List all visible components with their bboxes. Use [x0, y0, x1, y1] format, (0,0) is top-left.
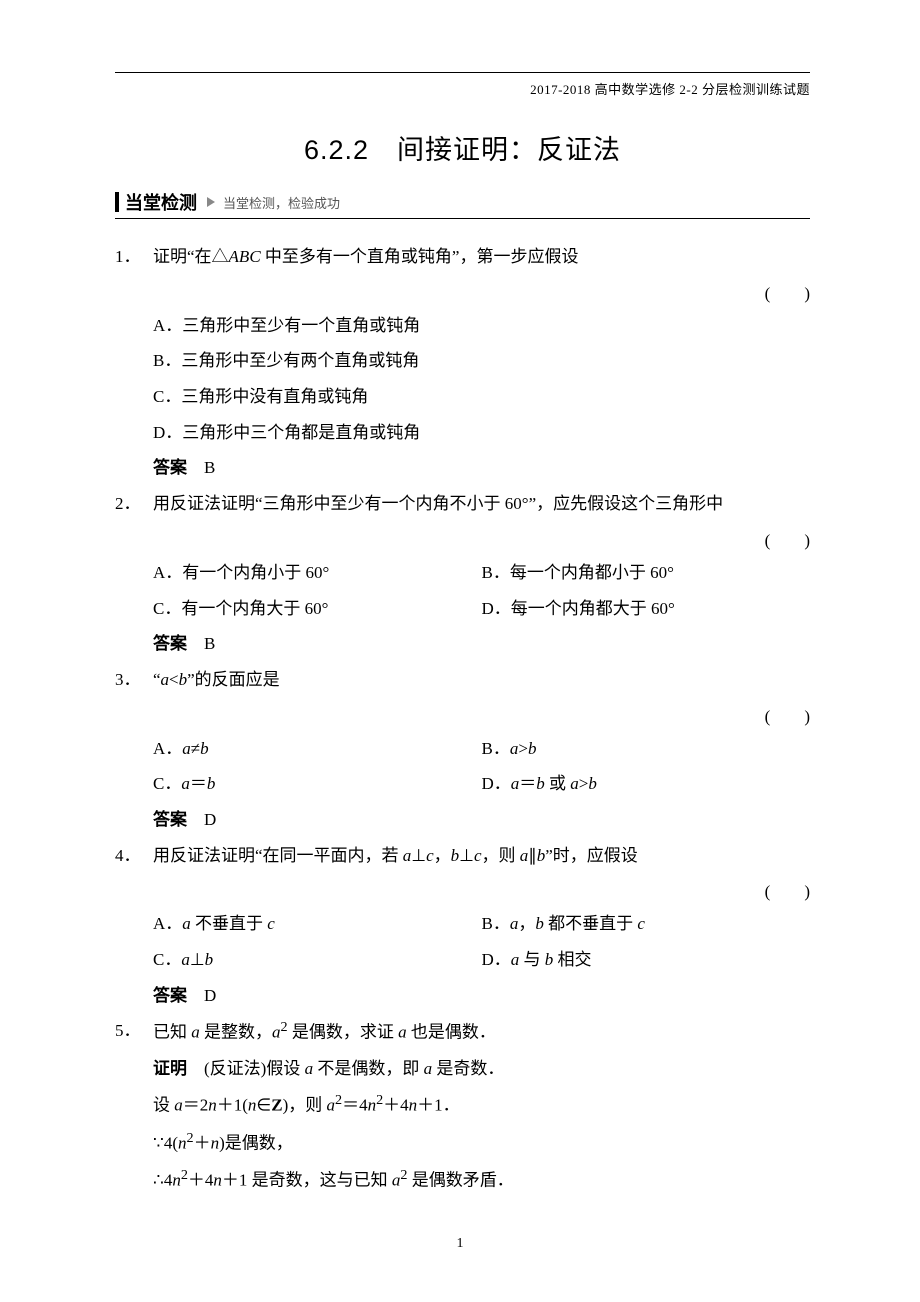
- q4-row2: C．a⊥b D．a 与 b 相交: [115, 942, 810, 978]
- section-title: 当堂检测: [125, 189, 197, 215]
- q5-proof-2: 设 a＝2n＋1(n∈Z)，则 a2＝4n2＋4n＋1．: [115, 1086, 810, 1123]
- question-2: 2． 用反证法证明“三角形中至少有一个内角不小于 60°”，应先假设这个三角形中: [115, 486, 810, 522]
- q5-number: 5．: [115, 1013, 153, 1050]
- q2-optD: D．每一个内角都大于 60°: [482, 591, 811, 627]
- q1-optA: A．三角形中至少有一个直角或钝角: [115, 308, 810, 344]
- page-container: 2017-2018 高中数学选修 2-2 分层检测训练试题 6.2.2 间接证明…: [0, 0, 920, 1238]
- q1-answer: 答案 B: [115, 450, 810, 486]
- q4-text: 用反证法证明“在同一平面内，若 a⊥c，b⊥c，则 a∥b”时，应假设: [153, 838, 810, 874]
- header-rule: [115, 72, 810, 73]
- section-header: 当堂检测 当堂检测，检验成功: [115, 189, 810, 219]
- q1-text: 证明“在△ABC 中至多有一个直角或钝角”，第一步应假设: [153, 239, 810, 275]
- q3-tc: ”的反面应是: [187, 670, 280, 689]
- q2-number: 2．: [115, 486, 153, 522]
- q3-number: 3．: [115, 662, 153, 698]
- page-number: 1: [0, 1236, 920, 1252]
- q2-optC: C．有一个内角大于 60°: [153, 591, 482, 627]
- q4-ans-label: 答案: [153, 986, 187, 1005]
- q3-b: b: [179, 670, 188, 689]
- q2-optA: A．有一个内角小于 60°: [153, 555, 482, 591]
- q5-proof-4: ∴4n2＋4n＋1 是奇数，这与已知 a2 是偶数矛盾．: [115, 1161, 810, 1198]
- q3-text: “a<b”的反面应是: [153, 662, 810, 698]
- q3-optC: C．a＝b: [153, 766, 482, 802]
- q2-answer: 答案 B: [115, 626, 810, 662]
- q5-text: 已知 a 是整数，a2 是偶数，求证 a 也是偶数．: [153, 1013, 810, 1050]
- q5-proof-3: ∵4(n2＋n)是偶数，: [115, 1124, 810, 1161]
- q4-number: 4．: [115, 838, 153, 874]
- q3-ans-val: D: [187, 810, 216, 829]
- q4-optC: C．a⊥b: [153, 942, 482, 978]
- section-bar-icon: [115, 192, 119, 212]
- q3-row2: C．a＝b D．a＝b 或 a>b: [115, 766, 810, 802]
- q3-ans-label: 答案: [153, 810, 187, 829]
- question-4: 4． 用反证法证明“在同一平面内，若 a⊥c，b⊥c，则 a∥b”时，应假设: [115, 838, 810, 874]
- q3-optB: B．a>b: [482, 731, 811, 767]
- q4-optA: A．a 不垂直于 c: [153, 906, 482, 942]
- q4-row1: A．a 不垂直于 c B．a，b 都不垂直于 c: [115, 906, 810, 942]
- q2-row1: A．有一个内角小于 60° B．每一个内角都小于 60°: [115, 555, 810, 591]
- header-text: 2017-2018 高中数学选修 2-2 分层检测训练试题: [115, 79, 810, 98]
- q1-ans-val: B: [187, 458, 215, 477]
- section-subtitle: 当堂检测，检验成功: [223, 193, 340, 212]
- q4-paren: ( ): [115, 877, 810, 902]
- q3-a: a: [161, 670, 170, 689]
- q4-optD: D．a 与 b 相交: [482, 942, 811, 978]
- q3-optD: D．a＝b 或 a>b: [482, 766, 811, 802]
- triangle-icon: [207, 197, 215, 207]
- q3-row1: A．a≠b B．a>b: [115, 731, 810, 767]
- q1-number: 1．: [115, 239, 153, 275]
- q3-ta: “: [153, 670, 161, 689]
- q3-paren: ( ): [115, 702, 810, 727]
- question-1: 1． 证明“在△ABC 中至多有一个直角或钝角”，第一步应假设: [115, 239, 810, 275]
- q1-optD: D．三角形中三个角都是直角或钝角: [115, 415, 810, 451]
- q1-ans-label: 答案: [153, 458, 187, 477]
- q4-optB: B．a，b 都不垂直于 c: [482, 906, 811, 942]
- question-3: 3． “a<b”的反面应是: [115, 662, 810, 698]
- q2-paren: ( ): [115, 526, 810, 551]
- q2-row2: C．有一个内角大于 60° D．每一个内角都大于 60°: [115, 591, 810, 627]
- q4-ans-val: D: [187, 986, 216, 1005]
- question-5: 5． 已知 a 是整数，a2 是偶数，求证 a 也是偶数．: [115, 1013, 810, 1050]
- q3-tb: <: [169, 670, 179, 689]
- q1-paren: ( ): [115, 279, 810, 304]
- q3-optA: A．a≠b: [153, 731, 482, 767]
- q2-ans-val: B: [187, 634, 215, 653]
- q1-text-a: 证明“在△: [153, 247, 229, 266]
- q1-optB: B．三角形中至少有两个直角或钝角: [115, 343, 810, 379]
- q1-optC: C．三角形中没有直角或钝角: [115, 379, 810, 415]
- q3-answer: 答案 D: [115, 802, 810, 838]
- q5-proof-1: 证明 (反证法)假设 a 不是偶数，即 a 是奇数．: [115, 1051, 810, 1087]
- page-title: 6.2.2 间接证明：反证法: [115, 128, 810, 167]
- q2-text: 用反证法证明“三角形中至少有一个内角不小于 60°”，应先假设这个三角形中: [153, 486, 810, 522]
- q1-text-b: 中至多有一个直角或钝角”，第一步应假设: [261, 247, 579, 266]
- q4-answer: 答案 D: [115, 978, 810, 1014]
- q2-optB: B．每一个内角都小于 60°: [482, 555, 811, 591]
- q2-ans-label: 答案: [153, 634, 187, 653]
- q5-proof-label: 证明: [153, 1059, 187, 1078]
- q1-abc: ABC: [229, 247, 261, 266]
